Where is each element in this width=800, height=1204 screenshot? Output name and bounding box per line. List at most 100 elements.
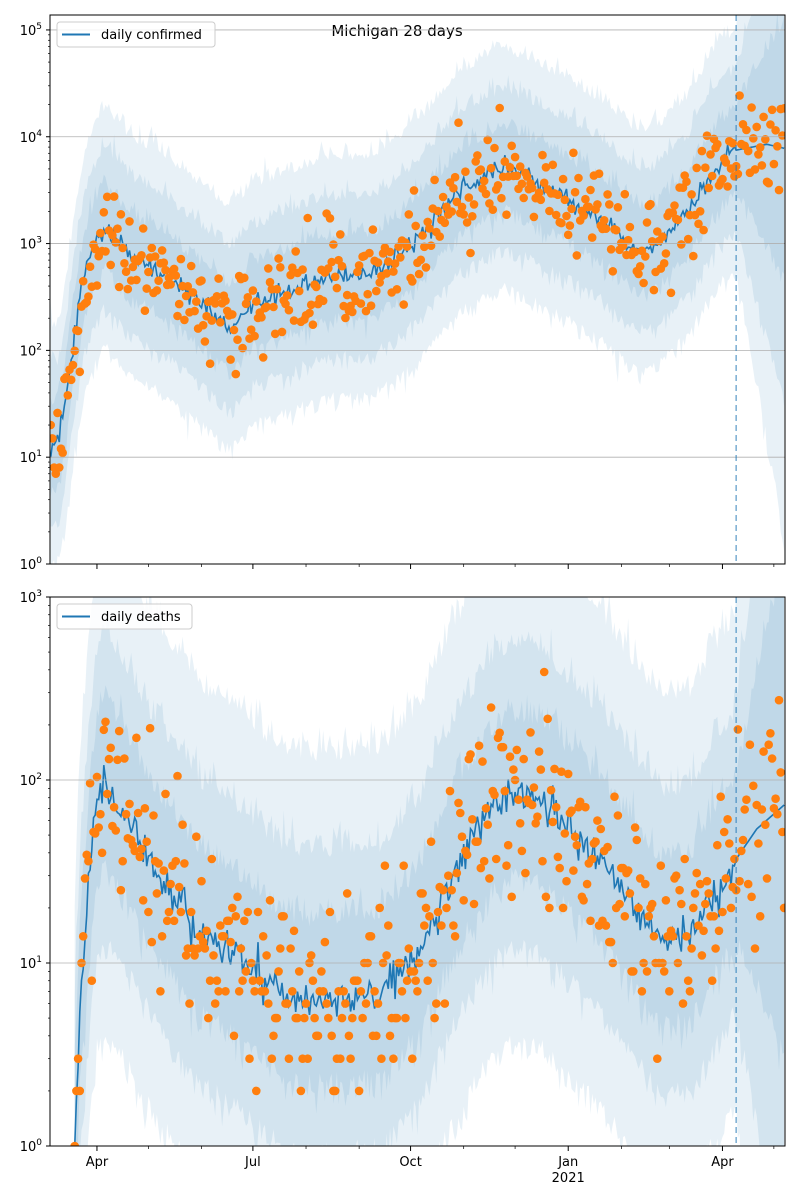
observed-point	[233, 892, 242, 902]
observed-point	[116, 210, 126, 219]
observed-point	[346, 1054, 355, 1063]
observed-point	[488, 205, 498, 214]
observed-point	[308, 320, 318, 330]
observed-point	[646, 199, 655, 209]
observed-point	[150, 252, 160, 261]
observed-point	[274, 967, 283, 976]
observed-point	[567, 806, 576, 815]
observed-point	[204, 1013, 213, 1023]
observed-point	[529, 783, 539, 792]
observed-point	[109, 192, 119, 201]
observed-point	[670, 201, 679, 210]
observed-point	[584, 202, 594, 212]
observed-point	[154, 859, 163, 868]
observed-point	[106, 260, 115, 270]
observed-point	[337, 1013, 347, 1023]
observed-point	[108, 230, 117, 240]
observed-point	[178, 820, 187, 829]
observed-point	[361, 306, 371, 316]
observed-point	[675, 885, 684, 895]
observed-point	[503, 840, 513, 850]
observed-point	[289, 926, 299, 936]
observed-point	[274, 254, 283, 263]
observed-point	[438, 885, 448, 895]
observed-point	[368, 225, 378, 234]
observed-point	[519, 754, 528, 764]
observed-point	[264, 999, 273, 1008]
observed-point	[114, 282, 124, 292]
observed-point	[641, 252, 650, 261]
observed-point	[711, 944, 720, 953]
observed-point	[132, 275, 141, 285]
observed-point	[361, 999, 371, 1008]
observed-point	[248, 286, 258, 295]
observed-point	[629, 967, 638, 976]
observed-point	[109, 802, 119, 812]
observed-point	[282, 291, 292, 300]
observed-point	[737, 846, 746, 856]
observed-point	[113, 224, 122, 233]
observed-point	[596, 824, 606, 834]
observed-point	[392, 285, 402, 294]
observed-point	[120, 259, 129, 268]
observed-point	[457, 202, 467, 212]
observed-point	[718, 907, 727, 917]
observed-point	[742, 125, 751, 135]
observed-point	[692, 868, 701, 878]
observed-point	[560, 195, 570, 205]
observed-point	[481, 804, 491, 813]
observed-point	[632, 835, 642, 845]
observed-point	[73, 1054, 83, 1063]
observed-point	[593, 200, 602, 209]
observed-point	[749, 134, 758, 143]
observed-point	[264, 264, 273, 273]
observed-point	[565, 221, 575, 230]
observed-point	[133, 808, 143, 818]
observed-point	[730, 854, 739, 864]
observed-point	[759, 112, 768, 122]
observed-point	[318, 987, 328, 996]
observed-point	[666, 288, 676, 298]
observed-point	[683, 976, 693, 985]
observed-point	[606, 245, 616, 254]
observed-point	[370, 987, 379, 996]
observed-point	[779, 903, 785, 913]
y-tick-base: 10	[20, 1140, 37, 1155]
observed-point	[689, 251, 698, 261]
x-tick-label: Jul	[244, 1155, 261, 1170]
observed-point	[462, 218, 472, 227]
observed-point	[390, 259, 400, 268]
observed-point	[418, 231, 427, 240]
observed-point	[70, 1141, 79, 1146]
legend-label: daily confirmed	[101, 28, 202, 43]
observed-point	[392, 1013, 402, 1023]
observed-point	[735, 91, 744, 100]
chart-title: Michigan 28 days	[331, 22, 462, 40]
observed-point	[625, 222, 635, 232]
observed-point	[599, 216, 609, 225]
observed-point	[238, 343, 247, 353]
observed-point	[603, 842, 612, 852]
observed-point	[173, 771, 182, 781]
observed-point	[205, 359, 215, 369]
observed-point	[754, 150, 763, 159]
observed-point	[325, 214, 335, 223]
observed-point	[447, 207, 457, 216]
observed-point	[212, 976, 222, 985]
observed-point	[778, 827, 785, 837]
observed-point	[507, 141, 516, 151]
observed-point	[241, 967, 251, 976]
observed-point	[733, 725, 743, 734]
observed-point	[294, 967, 304, 976]
observed-point	[716, 792, 725, 801]
observed-point	[545, 206, 554, 216]
observed-point	[169, 264, 179, 274]
observed-point	[310, 1013, 319, 1023]
legend: daily confirmed	[56, 21, 216, 48]
observed-point	[138, 224, 148, 233]
observed-point	[527, 183, 537, 193]
observed-point	[644, 912, 654, 921]
observed-point	[354, 1086, 364, 1096]
observed-point	[529, 212, 539, 222]
observed-point	[99, 208, 109, 217]
